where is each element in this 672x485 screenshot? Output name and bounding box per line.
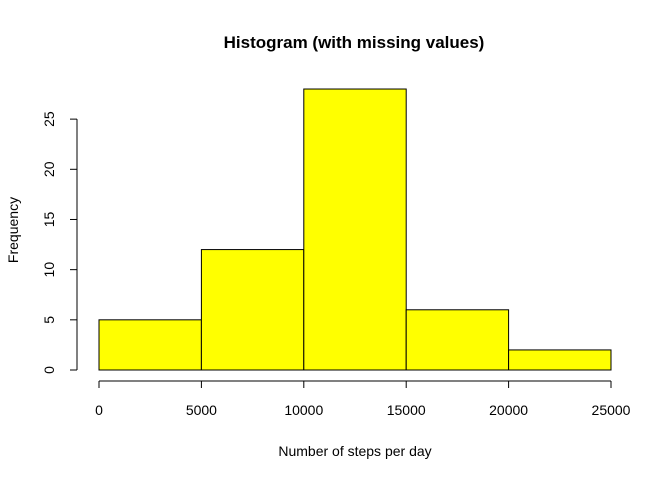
y-tick-label-1: 5: [41, 316, 57, 324]
x-tick-label-0: 0: [95, 402, 103, 418]
x-axis: 0 5000 10000 15000 20000 25000: [95, 380, 631, 418]
x-tick-label-4: 20000: [489, 402, 528, 418]
histogram-bar-0: [98, 319, 202, 371]
histogram-bar-4: [508, 349, 612, 371]
chart-title: Histogram (with missing values): [224, 33, 485, 52]
x-tick-label-3: 15000: [387, 402, 426, 418]
y-axis: 0 5 10 15 20 25: [41, 111, 78, 374]
y-tick-label-5: 25: [41, 111, 57, 127]
x-axis-label: Number of steps per day: [278, 443, 431, 459]
x-tick-label-2: 10000: [284, 402, 323, 418]
histogram-bar-1: [200, 249, 305, 371]
y-tick-label-2: 10: [41, 262, 57, 278]
x-tick-label-5: 25000: [592, 402, 631, 418]
y-tick-label-0: 0: [41, 366, 57, 374]
bars-group: [98, 88, 612, 371]
y-tick-label-4: 20: [41, 161, 57, 177]
x-tick-label-1: 5000: [186, 402, 217, 418]
y-tick-label-3: 15: [41, 211, 57, 227]
histogram-bar-2: [303, 88, 407, 371]
y-axis-label: Frequency: [5, 197, 21, 263]
histogram-bar-3: [405, 309, 510, 371]
